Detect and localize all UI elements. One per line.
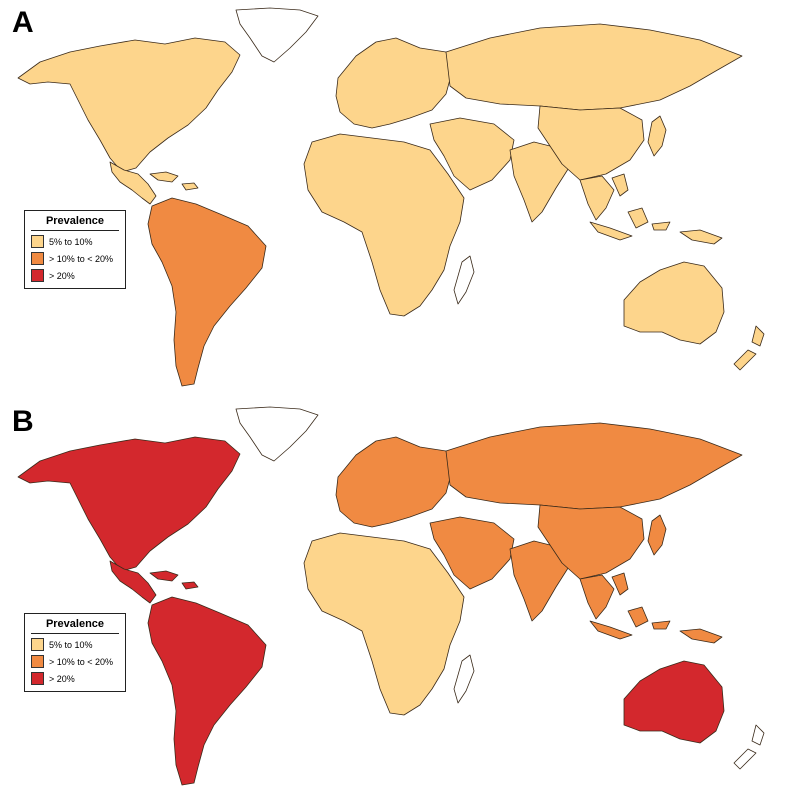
region-east-asia <box>537 105 645 181</box>
region-central-america <box>109 560 157 604</box>
region-madagascar <box>453 255 475 305</box>
panel-label-b: B <box>12 405 34 438</box>
region-indonesia <box>589 606 723 644</box>
legend-swatch-low <box>31 235 44 248</box>
map-panel-a: A Prevalence 5% to 10% > 10% to < 20% > … <box>12 6 765 387</box>
legend-swatch-high <box>31 269 44 282</box>
legend-swatch-low <box>31 638 44 651</box>
legend-title: Prevalence <box>31 215 119 231</box>
region-middle-east <box>429 117 515 191</box>
legend-title: Prevalence <box>31 618 119 634</box>
region-europe <box>335 37 453 129</box>
region-africa <box>303 532 465 716</box>
region-russia-north-asia <box>445 422 743 510</box>
legend-b: Prevalence 5% to 10% > 10% to < 20% > 20… <box>24 613 126 692</box>
world-map-a <box>17 7 765 387</box>
region-australia <box>623 261 725 345</box>
legend-label-high: > 20% <box>49 270 75 281</box>
region-japan <box>647 514 667 556</box>
legend-label-mid: > 10% to < 20% <box>49 656 114 667</box>
region-africa <box>303 133 465 317</box>
legend-label-mid: > 10% to < 20% <box>49 253 114 264</box>
region-south-america <box>147 197 267 387</box>
region-caribbean <box>149 570 199 590</box>
region-new-zealand <box>733 325 765 371</box>
legend-a: Prevalence 5% to 10% > 10% to < 20% > 20… <box>24 210 126 289</box>
region-southeast-asia <box>579 173 629 221</box>
region-central-america <box>109 161 157 205</box>
legend-item-low: 5% to 10% <box>31 638 119 651</box>
legend-label-low: 5% to 10% <box>49 639 93 650</box>
region-new-zealand <box>733 724 765 770</box>
region-south-asia <box>509 540 571 622</box>
region-madagascar <box>453 654 475 704</box>
region-japan <box>647 115 667 157</box>
legend-item-mid: > 10% to < 20% <box>31 655 119 668</box>
region-indonesia <box>589 207 723 245</box>
legend-item-high: > 20% <box>31 672 119 685</box>
region-south-america <box>147 596 267 786</box>
region-greenland <box>235 406 319 462</box>
legend-item-low: 5% to 10% <box>31 235 119 248</box>
panel-label-a: A <box>12 6 34 39</box>
legend-item-mid: > 10% to < 20% <box>31 252 119 265</box>
region-australia <box>623 660 725 744</box>
legend-swatch-high <box>31 672 44 685</box>
region-europe <box>335 436 453 528</box>
legend-swatch-mid <box>31 655 44 668</box>
region-east-asia <box>537 504 645 580</box>
legend-swatch-mid <box>31 252 44 265</box>
region-middle-east <box>429 516 515 590</box>
legend-item-high: > 20% <box>31 269 119 282</box>
region-southeast-asia <box>579 572 629 620</box>
legend-label-low: 5% to 10% <box>49 236 93 247</box>
region-greenland <box>235 7 319 63</box>
legend-label-high: > 20% <box>49 673 75 684</box>
map-panel-b: B Prevalence 5% to 10% > 10% to < 20% > … <box>0 399 800 798</box>
region-north-america <box>17 436 241 572</box>
region-russia-north-asia <box>445 23 743 111</box>
region-caribbean <box>149 171 199 191</box>
region-south-asia <box>509 141 571 223</box>
region-north-america <box>17 37 241 173</box>
world-map-b <box>17 406 765 786</box>
